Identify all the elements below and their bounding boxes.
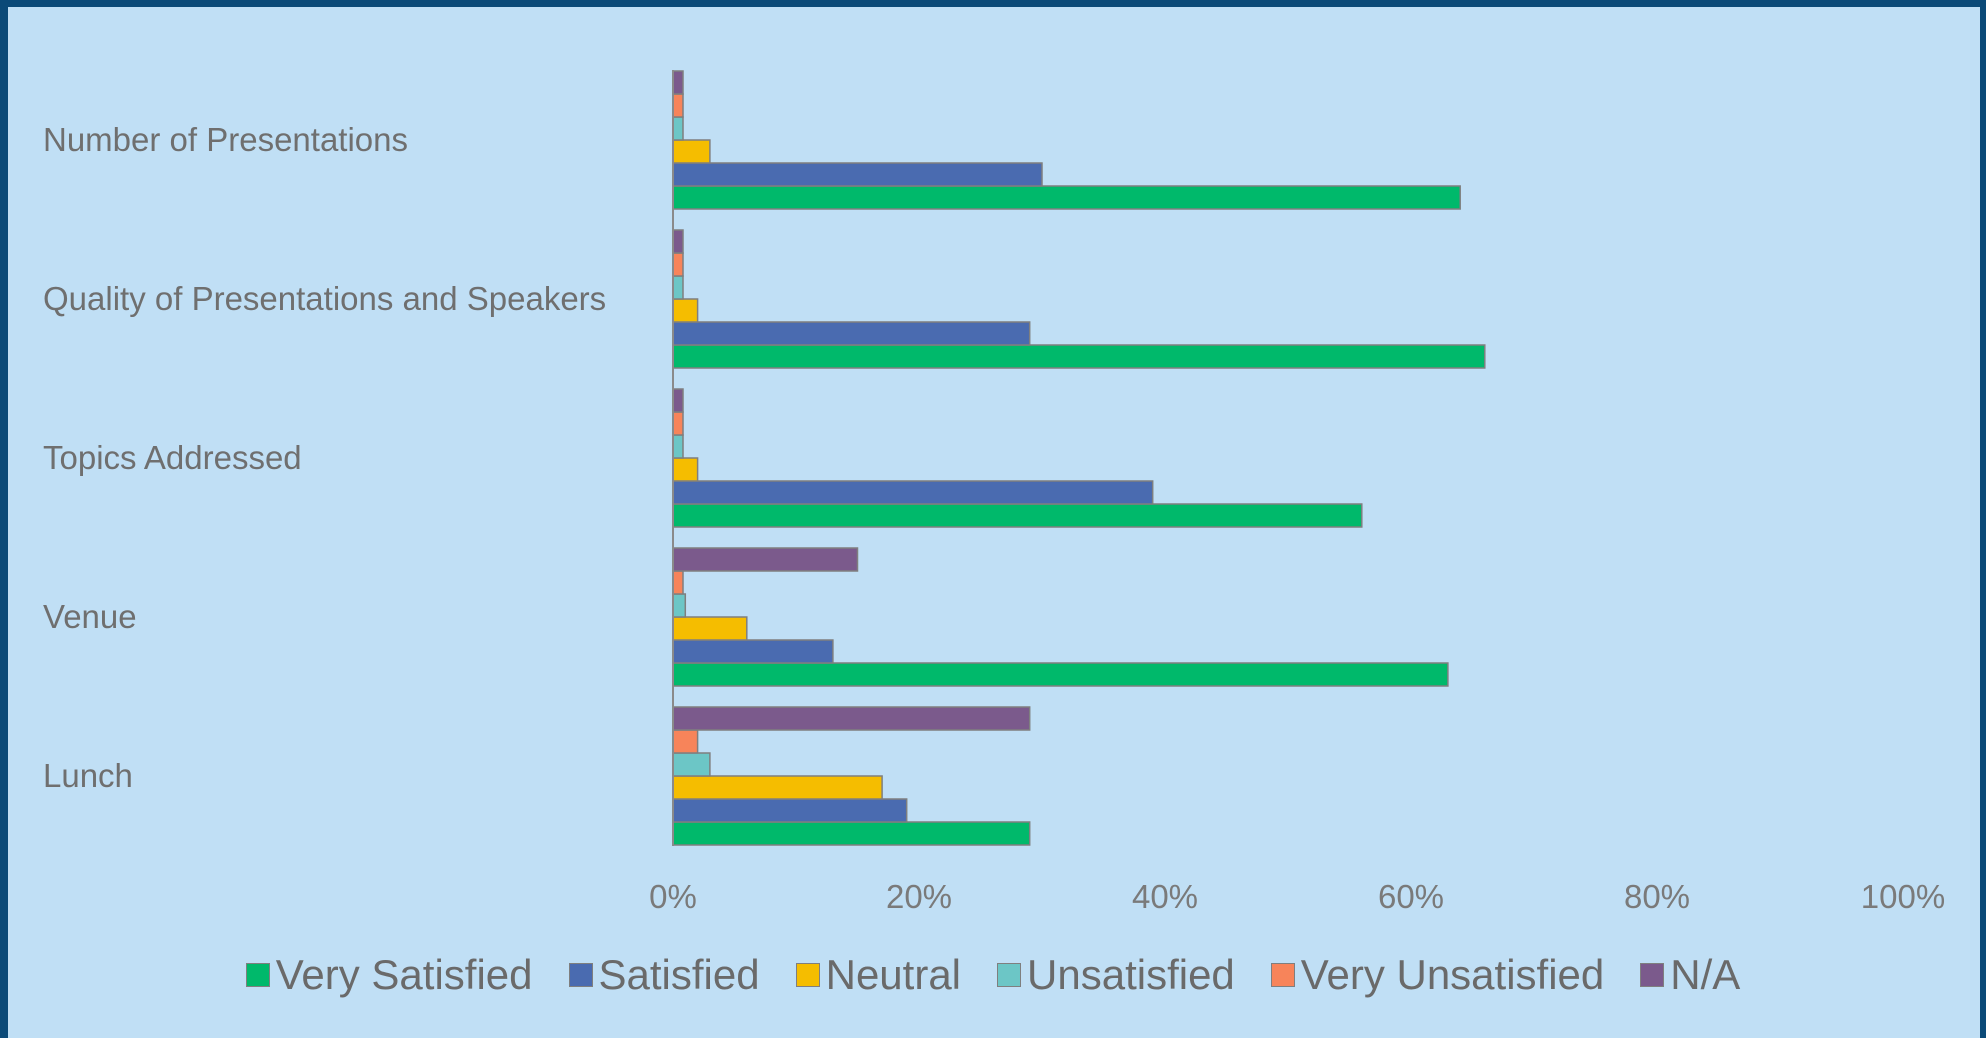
bar-topics-addressed-very-satisfied: [672, 503, 1363, 528]
bar-number-of-presentations-very-unsatisfied: [672, 93, 684, 118]
bar-quality-of-presentations-and-speakers-satisfied: [672, 321, 1031, 346]
x-axis-tick-labels: 0% 20% 40% 60% 80% 100%: [649, 878, 1945, 915]
legend-item: Very Unsatisfied: [1270, 951, 1605, 999]
bar-number-of-presentations-satisfied: [672, 162, 1043, 187]
legend-label: Neutral: [825, 951, 962, 998]
legend-item: N/A: [1640, 951, 1740, 999]
legend-label: N/A: [1670, 951, 1741, 998]
bar-quality-of-presentations-and-speakers-unsatisfied: [672, 275, 684, 300]
bar-venue-na: [672, 547, 859, 572]
legend-item: Neutral: [795, 951, 962, 999]
bar-lunch-satisfied: [672, 798, 908, 823]
bar-venue-neutral: [672, 616, 748, 641]
bar-venue-unsatisfied: [672, 593, 687, 618]
legend-swatch: [1640, 963, 1665, 987]
category-label: Quality of Presentations and Speakers: [43, 280, 606, 317]
bar-lunch-na: [672, 706, 1031, 731]
bar-number-of-presentations-na: [672, 70, 684, 95]
category-label: Number of Presentations: [43, 121, 408, 158]
category-label: Topics Addressed: [43, 439, 302, 476]
legend-swatch: [795, 963, 820, 987]
bar-lunch-neutral: [672, 775, 883, 800]
legend-label: Satisfied: [598, 951, 760, 998]
x-tick-label: 60%: [1378, 878, 1444, 915]
legend-item: Very Satisfied: [245, 951, 533, 999]
category-label: Lunch: [43, 757, 133, 794]
bar-number-of-presentations-neutral: [672, 139, 711, 164]
bar-quality-of-presentations-and-speakers-neutral: [672, 298, 699, 323]
bar-topics-addressed-na: [672, 388, 684, 413]
legend-swatch: [997, 963, 1022, 987]
x-tick-label: 40%: [1132, 878, 1198, 915]
category-labels: Number of Presentations Quality of Presen…: [43, 121, 606, 794]
bar-venue-very-satisfied: [672, 662, 1449, 687]
bar-topics-addressed-satisfied: [672, 480, 1154, 505]
bar-lunch-very-unsatisfied: [672, 729, 699, 754]
legend-swatch: [245, 963, 270, 987]
legend-item: Unsatisfied: [997, 951, 1235, 999]
legend-item: Satisfied: [568, 951, 760, 999]
category-label: Venue: [43, 598, 137, 635]
bar-topics-addressed-very-unsatisfied: [672, 411, 684, 436]
bar-number-of-presentations-very-satisfied: [672, 185, 1461, 210]
bar-number-of-presentations-unsatisfied: [672, 116, 684, 141]
bar-venue-very-unsatisfied: [672, 570, 684, 595]
legend-label: Unsatisfied: [1027, 951, 1235, 998]
bars-layer: [672, 70, 1486, 846]
bar-quality-of-presentations-and-speakers-very-unsatisfied: [672, 252, 684, 277]
bar-topics-addressed-unsatisfied: [672, 434, 684, 459]
x-tick-label: 100%: [1861, 878, 1945, 915]
bar-quality-of-presentations-and-speakers-very-satisfied: [672, 344, 1486, 369]
bar-lunch-very-satisfied: [672, 821, 1031, 846]
legend-swatch: [1270, 963, 1295, 987]
bar-quality-of-presentations-and-speakers-na: [672, 229, 684, 254]
x-tick-label: 80%: [1624, 878, 1690, 915]
legend-label: Very Unsatisfied: [1300, 951, 1605, 998]
x-tick-label: 0%: [649, 878, 697, 915]
legend: Very Satisfied Satisfied Neutral Unsatisfie…: [0, 945, 1986, 1005]
x-tick-label: 20%: [886, 878, 952, 915]
bar-topics-addressed-neutral: [672, 457, 699, 482]
bar-venue-satisfied: [672, 639, 834, 664]
legend-swatch: [568, 963, 593, 987]
legend-label: Very Satisfied: [275, 951, 533, 998]
bar-lunch-unsatisfied: [672, 752, 711, 777]
